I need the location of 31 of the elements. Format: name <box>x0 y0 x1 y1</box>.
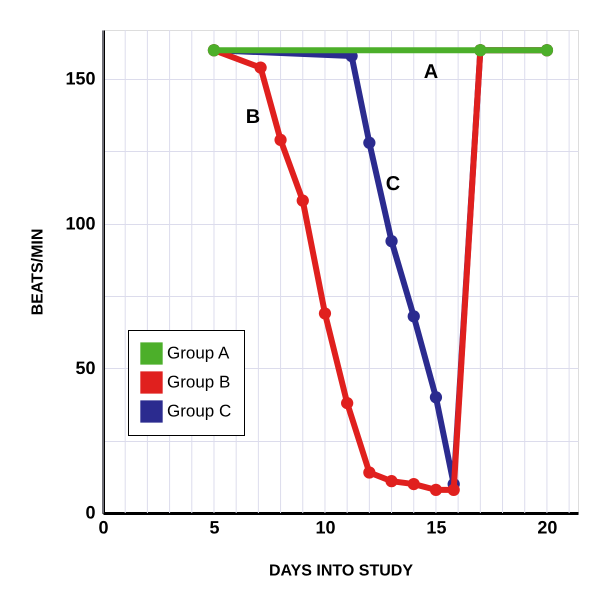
x-tick-label: 5 <box>209 518 220 538</box>
y-tick-label: 150 <box>65 68 96 89</box>
legend-label: Group A <box>167 344 230 362</box>
y-tick-label: 50 <box>75 358 96 378</box>
point <box>274 134 287 146</box>
annotation: A <box>424 61 438 83</box>
annotation: B <box>246 106 260 128</box>
x-axis-title: DAYS INTO STUDY <box>268 562 414 580</box>
legend-label: Group B <box>167 372 230 392</box>
annotation: C <box>386 173 400 195</box>
point <box>408 478 420 490</box>
point <box>430 484 442 496</box>
x-tick-label: 20 <box>537 518 558 538</box>
point <box>408 310 420 322</box>
y-tick-label: 0 <box>85 502 96 522</box>
x-tick-label: 0 <box>98 518 109 538</box>
point <box>430 391 442 404</box>
point <box>318 307 332 320</box>
x-tick-label: 10 <box>315 518 336 538</box>
point <box>341 396 354 410</box>
point <box>448 484 460 496</box>
point <box>385 235 398 248</box>
y-axis-title: BEATS/MIN <box>29 228 46 316</box>
point <box>385 475 398 488</box>
y-tick-label: 100 <box>65 213 96 234</box>
x-tick-label: 15 <box>426 518 446 538</box>
point <box>363 136 376 149</box>
legend-label: Group C <box>167 402 232 420</box>
point <box>254 61 267 74</box>
point <box>296 194 309 207</box>
point <box>363 466 376 479</box>
